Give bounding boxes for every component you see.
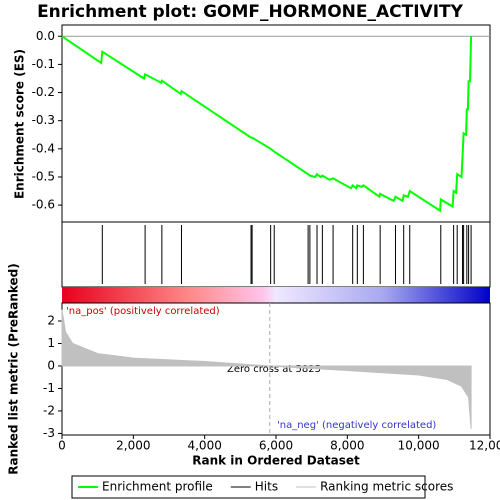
- y-tick-label: -0.5: [32, 169, 55, 183]
- legend-label: Enrichment profile: [102, 480, 213, 494]
- color-bar: [62, 287, 490, 303]
- x-tick-label: 0: [58, 439, 66, 453]
- y-tick-label: -0.2: [32, 85, 55, 99]
- y-tick-label: 2: [47, 313, 55, 327]
- legend-label: Ranking metric scores: [320, 480, 453, 494]
- x-tick-label: 2,000: [116, 439, 150, 453]
- y-tick-label: 0: [47, 358, 55, 372]
- y-tick-label: 1: [47, 336, 55, 350]
- x-axis-label: Rank in Ordered Dataset: [192, 454, 360, 468]
- x-tick-label: 6,000: [259, 439, 293, 453]
- y-axis-label: Enrichment score (ES): [13, 49, 27, 199]
- x-tick-label: 12,000: [469, 439, 500, 453]
- annotation: Zero cross at 5825: [227, 364, 321, 375]
- annotation: 'na_pos' (positively correlated): [66, 306, 220, 317]
- x-tick-label: 8,000: [330, 439, 364, 453]
- es-line: [61, 35, 473, 213]
- metric-area: [61, 309, 472, 429]
- y-tick-label: 0.0: [36, 29, 55, 43]
- y-axis-label: Ranked list metric (PreRanked): [7, 263, 21, 475]
- y-tick-label: -0.1: [32, 57, 55, 71]
- y-tick-label: -3: [43, 426, 55, 440]
- y-tick-label: -0.3: [32, 113, 55, 127]
- x-tick-label: 4,000: [187, 439, 221, 453]
- y-tick-label: -2: [43, 403, 55, 417]
- es-frame: [61, 24, 491, 223]
- hits-frame: [61, 221, 491, 288]
- annotation: 'na_neg' (negatively correlated): [277, 420, 436, 431]
- y-tick-label: -0.6: [32, 198, 55, 212]
- x-tick-label: 10,000: [398, 439, 440, 453]
- y-tick-label: -1: [43, 381, 55, 395]
- chart-title: Enrichment plot: GOMF_HORMONE_ACTIVITY: [37, 2, 464, 22]
- y-tick-label: -0.4: [32, 141, 55, 155]
- legend-label: Hits: [255, 480, 278, 494]
